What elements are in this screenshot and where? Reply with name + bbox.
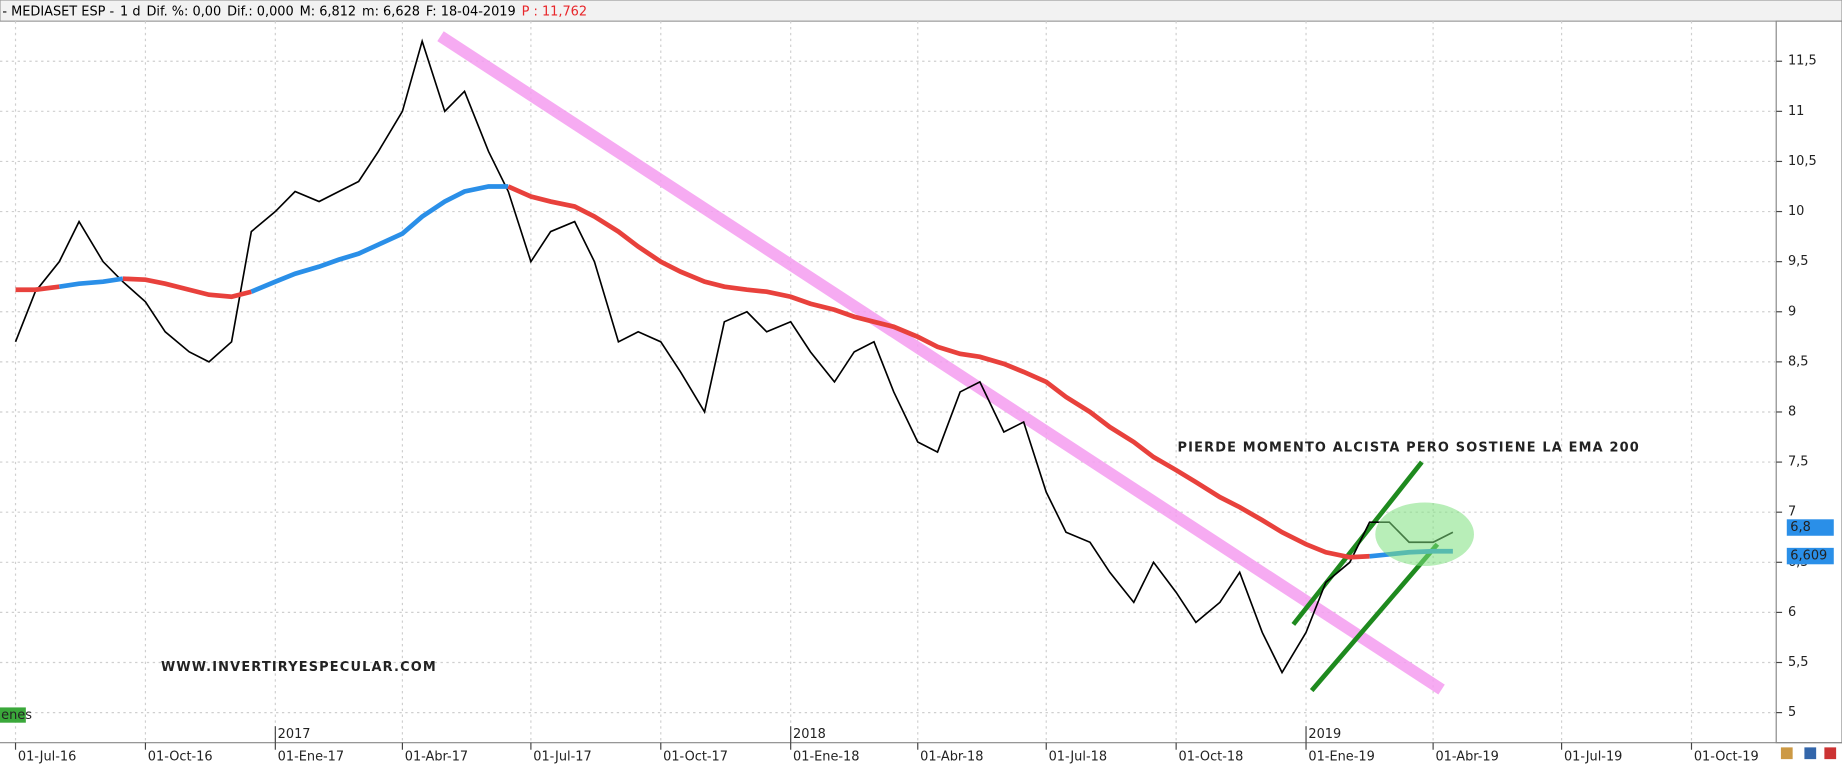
icon[interactable] (1780, 747, 1793, 760)
last-label: 6,8 (1790, 520, 1811, 535)
header-bar (0, 0, 1842, 22)
ema-line (250, 184, 509, 294)
x-tick-label: 01-Abr-19 (1435, 749, 1498, 764)
header-field: m: 6,628 (362, 4, 420, 19)
y-axis-panel (1775, 20, 1842, 744)
x-tick-label: 01-Abr-17 (405, 749, 468, 764)
y-tick-label: 11 (1788, 104, 1804, 119)
header-field: - MEDIASET ESP - (2, 4, 114, 19)
x-tick-label: 01-Jul-16 (18, 749, 76, 764)
year-tick-label: 2019 (1308, 727, 1341, 742)
x-tick-label: 01-Jul-19 (1564, 749, 1622, 764)
ema-line (15, 284, 60, 293)
volume-label: enes (1, 708, 32, 723)
y-tick-label: 5,5 (1788, 655, 1809, 670)
icon[interactable] (1824, 747, 1837, 760)
annotation: PIERDE MOMENTO ALCISTA PERO SOSTIENE LA … (1178, 441, 1640, 456)
ema-line (122, 276, 252, 300)
x-tick-label: 01-Oct-18 (1178, 749, 1243, 764)
header-field: F: 18-04-2019 (426, 4, 516, 19)
trendline (1309, 542, 1440, 693)
price-line (14, 38, 1454, 675)
y-tick-label: 7 (1788, 505, 1796, 520)
x-tick-label: 01-Oct-19 (1694, 749, 1759, 764)
year-tick-label: 2018 (793, 727, 826, 742)
y-tick-label: 10,5 (1788, 154, 1817, 169)
header-field: 1 d (120, 4, 141, 19)
last-label-box (1786, 547, 1834, 565)
header-field: M: 6,812 (300, 4, 357, 19)
header: - MEDIASET ESP - 1 d Dif. %: 0,00 Dif.: 0,0… (2, 4, 587, 19)
volume-label-box (0, 707, 26, 723)
annotation: WWW.INVERTIRYESPECULAR.COM (161, 660, 437, 675)
highlight (1375, 502, 1474, 566)
trendline (1291, 460, 1424, 626)
y-tick-label: 8,5 (1788, 354, 1809, 369)
x-tick-label: 01-Jul-18 (1049, 749, 1107, 764)
x-tick-label: 01-Abr-18 (920, 749, 983, 764)
header-field: P : 11,762 (522, 4, 587, 19)
header-field: Dif. %: 0,00 (146, 4, 221, 19)
y-tick-label: 5 (1788, 705, 1796, 720)
y-tick-label: 9,5 (1788, 254, 1809, 269)
x-tick-label: 01-Ene-17 (278, 749, 344, 764)
y-tick-label: 11,5 (1788, 54, 1817, 69)
ema-line (507, 184, 1370, 560)
last-label-box (1786, 519, 1834, 536)
x-tick-label: 01-Ene-18 (793, 749, 859, 764)
y-tick-label: 8 (1788, 404, 1796, 419)
y-tick-label: 7,5 (1788, 455, 1809, 470)
header-field: Dif.: 0,000 (227, 4, 294, 19)
x-tick-label: 01-Ene-19 (1308, 749, 1374, 764)
year-tick-label: 2017 (278, 727, 311, 742)
last-label: 6,609 (1790, 549, 1827, 564)
x-tick-label: 01-Oct-17 (663, 749, 728, 764)
plot: 55,566,577,588,599,51010,51111,501-Jul-1… (0, 21, 1834, 764)
x-tick-label: 01-Oct-16 (148, 749, 213, 764)
trendline (437, 31, 1445, 695)
y-tick-label: 6 (1788, 605, 1796, 620)
icon[interactable] (1804, 747, 1817, 760)
y-tick-label: 9 (1788, 304, 1796, 319)
x-tick-label: 01-Jul-17 (533, 749, 591, 764)
y-tick-label: 10 (1788, 204, 1804, 219)
ema-line (58, 276, 124, 290)
